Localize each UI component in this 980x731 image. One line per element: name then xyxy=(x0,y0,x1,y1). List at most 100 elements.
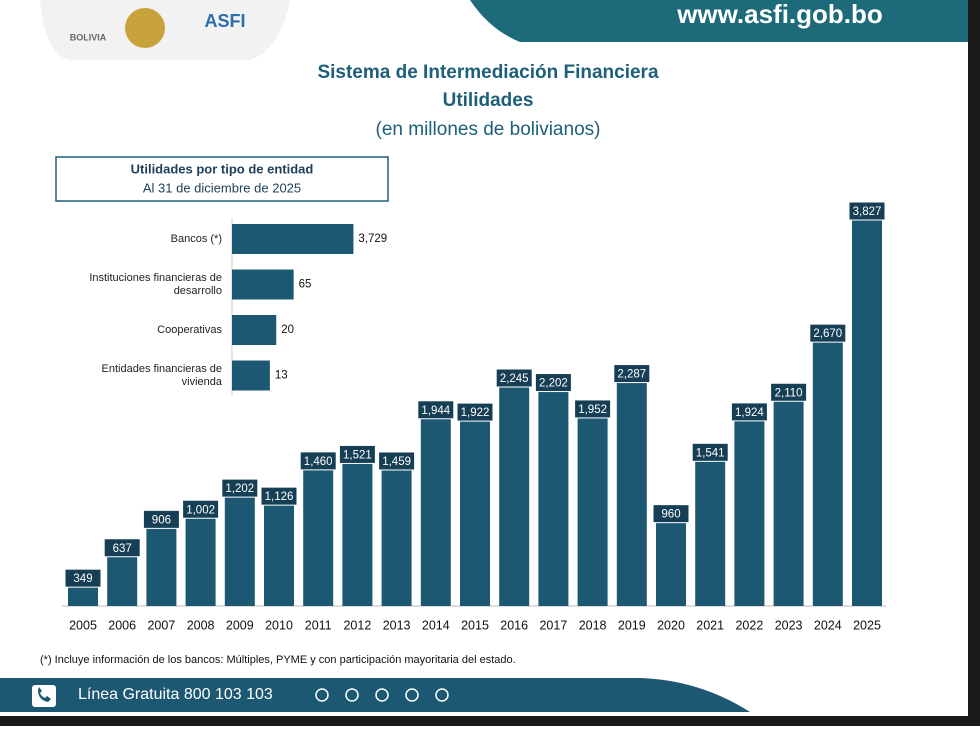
inset-subtitle: Al 31 de diciembre de 2025 xyxy=(143,180,301,195)
value-label: 3,827 xyxy=(853,206,882,218)
bar xyxy=(734,402,765,606)
x-tick-label: 2011 xyxy=(305,618,332,632)
header-band xyxy=(470,0,968,42)
x-tick-label: 2010 xyxy=(265,618,293,632)
phone-icon xyxy=(32,685,56,707)
x-tick-label: 2023 xyxy=(775,618,803,632)
bar xyxy=(232,269,294,300)
value-label-box xyxy=(848,201,886,221)
hotline: Línea Gratuita 800 103 103 xyxy=(78,686,273,703)
value-label-box xyxy=(770,382,808,402)
value-label: 1,944 xyxy=(421,405,450,417)
category-label: Entidades financieras de vivienda xyxy=(101,362,222,388)
bar xyxy=(232,224,354,254)
value-label: 1,541 xyxy=(696,447,725,459)
value-label: 349 xyxy=(73,573,92,585)
x-tick-label: 2012 xyxy=(343,618,371,632)
value-label: 1,002 xyxy=(186,504,215,516)
social-icon[interactable] xyxy=(435,688,449,702)
x-tick-label: 2024 xyxy=(814,618,842,632)
chart-subtitle: Utilidades xyxy=(443,90,534,111)
social-icon[interactable] xyxy=(345,688,359,702)
bar xyxy=(224,479,255,606)
social-icon[interactable] xyxy=(315,688,329,702)
x-tick-label: 2006 xyxy=(108,618,136,632)
category-label: Cooperativas xyxy=(157,323,222,336)
value-label-box xyxy=(574,399,612,419)
bar xyxy=(538,373,569,606)
bar xyxy=(695,443,726,606)
value-label: 1,202 xyxy=(225,483,254,495)
inset-title-box xyxy=(55,156,389,202)
bar xyxy=(342,445,373,606)
bar xyxy=(852,202,882,606)
bar xyxy=(577,399,608,606)
social-icon[interactable] xyxy=(375,688,389,702)
social-icon[interactable] xyxy=(405,688,419,702)
value-label: 2,670 xyxy=(813,328,842,340)
value-label: 2,110 xyxy=(775,387,803,399)
x-tick-label: 2022 xyxy=(735,618,763,632)
value-label-box xyxy=(613,364,651,384)
y-tick-label: Entidades financieras de vivienda xyxy=(101,362,222,388)
value-label: 960 xyxy=(661,509,680,521)
value-label: 1,521 xyxy=(343,449,372,461)
value-label-box xyxy=(652,504,690,524)
x-tick-label: 2007 xyxy=(147,618,175,632)
agency-logo: ASFI xyxy=(204,11,245,31)
phone-glyph xyxy=(38,687,51,702)
x-tick-label: 2017 xyxy=(539,618,567,632)
bar xyxy=(616,364,647,606)
value-label-box xyxy=(495,368,533,388)
value-label: 3,729 xyxy=(358,233,387,245)
value-label-box xyxy=(64,568,102,588)
value-label-box xyxy=(338,444,376,464)
y-tick-label: Cooperativas xyxy=(157,323,222,336)
country-logo: BOLIVIA xyxy=(70,32,107,42)
value-label: 2,202 xyxy=(539,378,568,390)
x-tick-label: 2021 xyxy=(696,618,724,632)
value-label-box xyxy=(417,400,455,420)
footer-band xyxy=(0,678,750,712)
bar xyxy=(264,487,294,606)
value-label-box xyxy=(691,442,729,462)
y-tick-label: Instituciones financieras de desarrollo xyxy=(89,271,222,297)
x-tick-label: 2025 xyxy=(853,618,881,632)
x-tick-label: 2019 xyxy=(618,618,646,632)
value-label: 1,922 xyxy=(461,407,490,419)
bar xyxy=(232,360,270,391)
value-label-box xyxy=(103,538,141,558)
value-label: 13 xyxy=(275,370,288,382)
coat-of-arms xyxy=(125,8,165,48)
value-label: 2,287 xyxy=(617,369,646,381)
value-label: 1,952 xyxy=(578,404,607,416)
value-label-box xyxy=(142,509,180,529)
logo-panel xyxy=(40,0,290,60)
value-label-box xyxy=(456,402,494,422)
x-tick-label: 2009 xyxy=(226,618,254,632)
value-label: 20 xyxy=(281,324,294,336)
bar xyxy=(460,403,490,606)
bar xyxy=(812,324,843,606)
unit-note: (en millones de bolivianos) xyxy=(376,119,601,140)
x-tick-label: 2013 xyxy=(383,618,411,632)
value-label: 1,460 xyxy=(304,456,333,468)
value-label: 1,924 xyxy=(735,407,764,419)
footnote: (*) Incluye información de los bancos: M… xyxy=(40,654,516,666)
bar xyxy=(303,451,334,606)
value-label: 637 xyxy=(113,543,132,555)
bar xyxy=(232,315,277,345)
value-label: 2,245 xyxy=(500,373,529,385)
website: www.asfi.gob.bo xyxy=(676,0,883,29)
value-label: 65 xyxy=(299,279,312,291)
x-tick-label: 2016 xyxy=(500,618,528,632)
value-label-box xyxy=(221,478,259,498)
value-label-box xyxy=(730,402,768,422)
inset-title: Utilidades por tipo de entidad xyxy=(131,161,314,176)
value-label: 1,126 xyxy=(265,491,294,503)
y-tick-label: Bancos (*) xyxy=(170,232,222,245)
value-label-box xyxy=(299,451,337,471)
social-icons xyxy=(315,688,449,702)
value-label: 906 xyxy=(152,514,171,526)
